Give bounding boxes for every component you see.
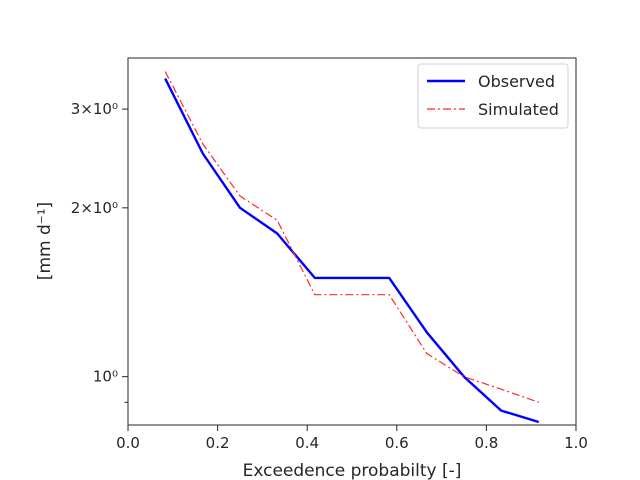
x-axis-title: Exceedence probabilty [-] [243, 461, 462, 480]
series-layer [164, 71, 540, 424]
x-tick-label-3: 0.6 [385, 434, 409, 452]
x-tick-label-5: 1.0 [564, 434, 588, 452]
series-line-simulated [164, 71, 539, 403]
series-line-observed [164, 78, 540, 424]
legend-label-simulated: Simulated [478, 100, 559, 119]
x-tick-label-4: 0.8 [474, 434, 498, 452]
y-tick-label-2: 3×10⁰ [71, 100, 118, 118]
y-tick-label-0: 10⁰ [93, 368, 118, 386]
x-tick-label-0: 0.0 [116, 434, 140, 452]
axes-frame [127, 57, 577, 426]
ticks-layer: 0.0 0.2 0.4 0.6 0.8 1.0 10⁰ 2×10⁰ 3×10⁰ [71, 100, 588, 452]
y-axis-title: [mm d⁻¹] [35, 202, 55, 280]
x-tick-label-1: 0.2 [206, 434, 230, 452]
y-tick-label-1: 2×10⁰ [71, 199, 118, 217]
x-tick-label-2: 0.4 [295, 434, 319, 452]
legend-label-observed: Observed [478, 72, 555, 91]
legend: Observed Simulated [417, 63, 569, 129]
